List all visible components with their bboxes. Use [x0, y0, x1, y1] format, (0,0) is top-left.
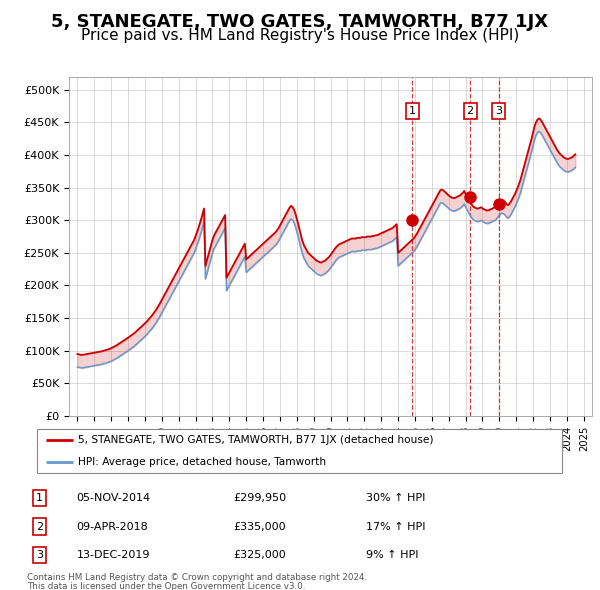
Text: Contains HM Land Registry data © Crown copyright and database right 2024.: Contains HM Land Registry data © Crown c… [27, 573, 367, 582]
Text: 1: 1 [409, 106, 416, 116]
Text: 9% ↑ HPI: 9% ↑ HPI [366, 550, 419, 560]
Text: 2: 2 [36, 522, 43, 532]
Text: 2: 2 [467, 106, 474, 116]
Text: 5, STANEGATE, TWO GATES, TAMWORTH, B77 1JX: 5, STANEGATE, TWO GATES, TAMWORTH, B77 1… [52, 13, 548, 31]
Text: HPI: Average price, detached house, Tamworth: HPI: Average price, detached house, Tamw… [78, 457, 326, 467]
FancyBboxPatch shape [37, 428, 562, 473]
Text: 5, STANEGATE, TWO GATES, TAMWORTH, B77 1JX (detached house): 5, STANEGATE, TWO GATES, TAMWORTH, B77 1… [78, 435, 434, 445]
Text: 3: 3 [36, 550, 43, 560]
Text: 1: 1 [36, 493, 43, 503]
Text: 3: 3 [495, 106, 502, 116]
Text: 30% ↑ HPI: 30% ↑ HPI [366, 493, 425, 503]
Text: This data is licensed under the Open Government Licence v3.0.: This data is licensed under the Open Gov… [27, 582, 305, 590]
Text: 13-DEC-2019: 13-DEC-2019 [76, 550, 150, 560]
Text: 05-NOV-2014: 05-NOV-2014 [76, 493, 151, 503]
Text: £335,000: £335,000 [234, 522, 286, 532]
Text: £325,000: £325,000 [234, 550, 287, 560]
Text: Price paid vs. HM Land Registry's House Price Index (HPI): Price paid vs. HM Land Registry's House … [81, 28, 519, 42]
Text: 09-APR-2018: 09-APR-2018 [76, 522, 148, 532]
Text: £299,950: £299,950 [234, 493, 287, 503]
Text: 17% ↑ HPI: 17% ↑ HPI [366, 522, 426, 532]
